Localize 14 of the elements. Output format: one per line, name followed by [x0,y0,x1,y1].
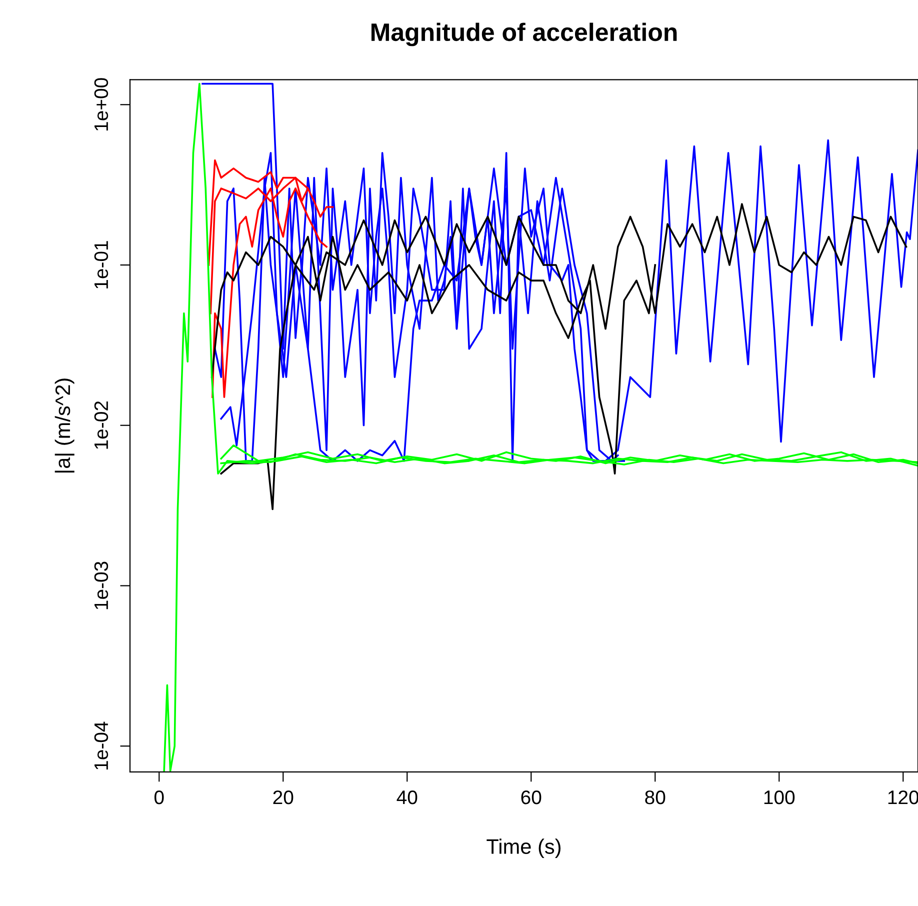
x-axis-title: Time (s) [486,838,560,858]
x-tick-label: 80 [645,790,666,804]
y-tick-label: 1e-03 [94,562,108,610]
x-tick-label: 40 [396,790,418,804]
x-tick-label: 20 [273,790,294,804]
y-tick-label: 1e-02 [94,401,108,449]
y-tick-label: 1e+00 [94,78,108,130]
x-tick-label: 0 [154,790,164,804]
chart-title: Magnitude of acceleration [371,22,677,46]
y-tick-label: 1e-04 [94,722,108,770]
y-axis-title: |a| (m/s^2) [54,378,74,472]
x-tick-label: 60 [521,790,542,804]
x-tick-label: 100 [764,790,795,804]
y-tick-label: 1e-01 [94,241,108,288]
